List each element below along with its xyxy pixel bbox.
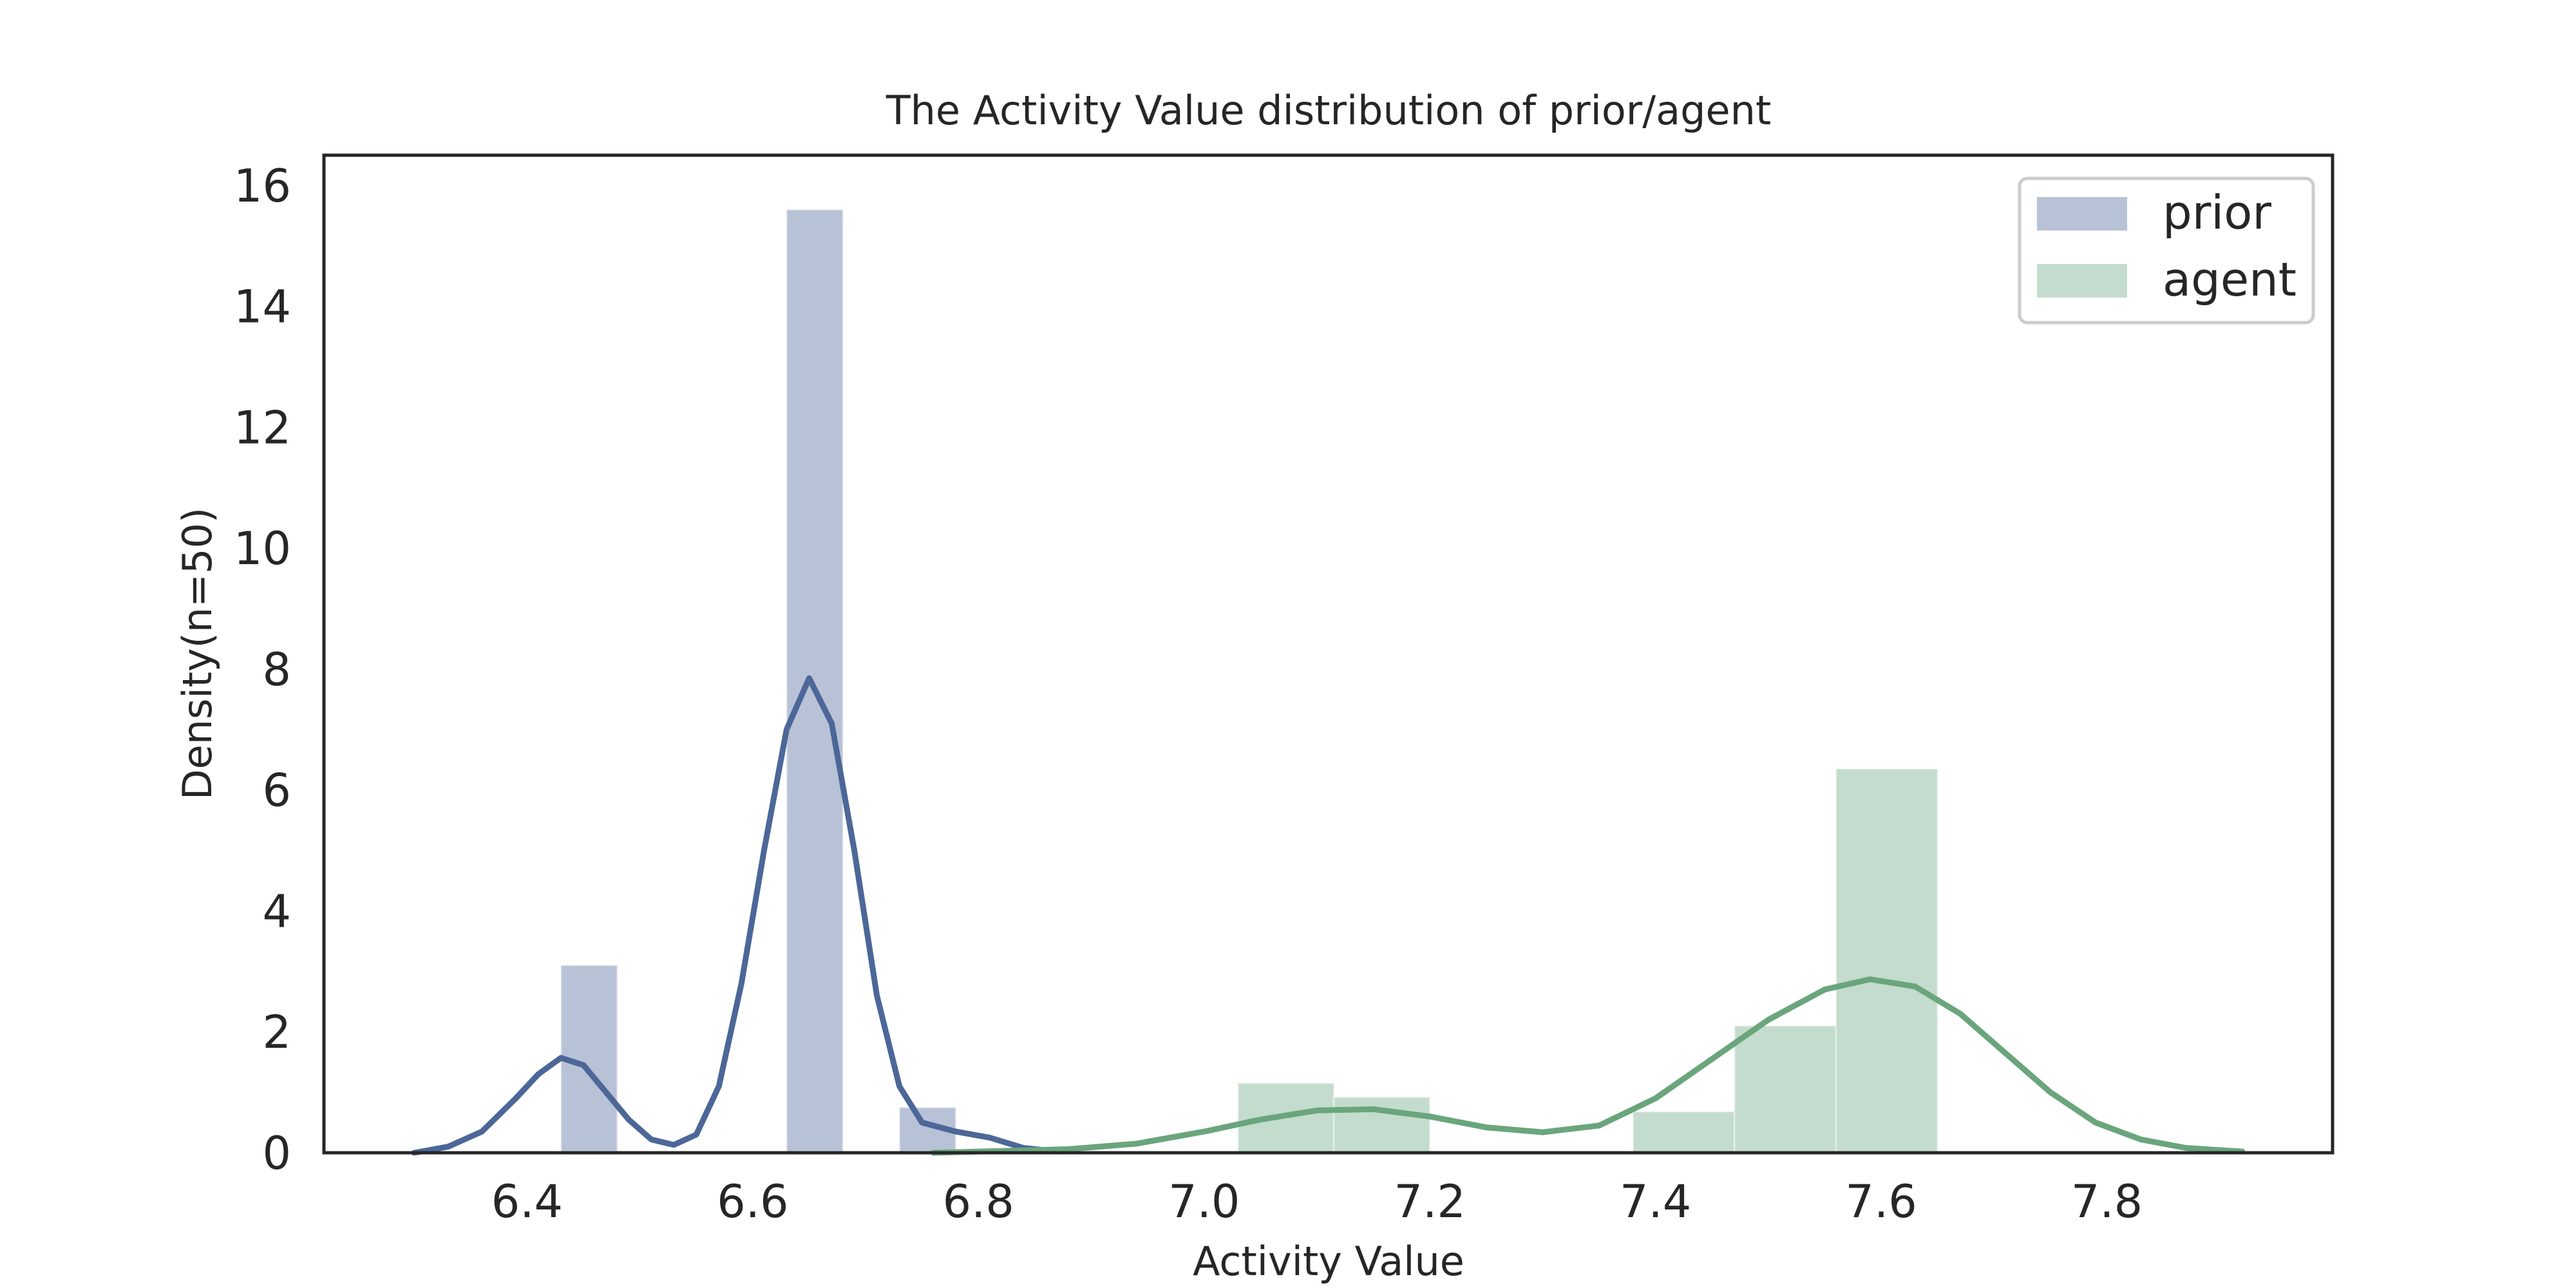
y-axis-label: Density(n=50) [174, 507, 221, 800]
agent-bar-5 [1733, 1025, 1837, 1154]
chart-title: The Activity Value distribution of prior… [886, 87, 1772, 134]
kde-curves [411, 675, 2246, 1156]
x-tick-label: 7.4 [1620, 1175, 1691, 1228]
agent-bar-4 [1632, 1110, 1736, 1154]
x-axis-label: Activity Value [1193, 1238, 1464, 1285]
y-tick-label: 6 [262, 764, 291, 817]
y-tick-label: 16 [234, 160, 291, 213]
histogram-bars [560, 208, 1939, 1154]
x-tick-label: 7.6 [1845, 1175, 1917, 1228]
plot-frame [322, 153, 2334, 1155]
legend-label-agent: agent [2163, 252, 2297, 307]
y-tick-label: 14 [234, 281, 291, 334]
legend-label-prior: prior [2163, 185, 2271, 240]
y-tick-label: 10 [234, 522, 291, 575]
x-tick-label: 7.2 [1394, 1175, 1466, 1228]
x-tick-label: 6.6 [717, 1175, 788, 1228]
x-tick-label: 7.0 [1168, 1175, 1240, 1228]
x-tick-label: 6.4 [491, 1175, 563, 1228]
prior-bar-4 [785, 208, 844, 1154]
y-tick-label: 8 [262, 643, 291, 696]
legend-swatch-prior [2037, 197, 2127, 231]
agent-kde-line [930, 976, 2246, 1156]
legend-swatch-agent [2037, 264, 2127, 298]
y-tick-label: 0 [262, 1127, 291, 1180]
legend: prior agent [2018, 176, 2315, 325]
agent-bar-6 [1835, 768, 1939, 1154]
x-tick-label: 7.8 [2071, 1175, 2143, 1228]
y-tick-label: 2 [262, 1006, 291, 1059]
agent-bar-1 [1332, 1096, 1431, 1154]
y-tick-label: 4 [262, 885, 291, 938]
prior-kde-line [411, 675, 1061, 1156]
y-tick-label: 12 [234, 401, 291, 454]
x-tick-label: 6.8 [943, 1175, 1014, 1228]
x-axis-ticks: 6.4 6.6 6.8 7.0 7.2 7.4 7.6 7.8 [491, 1175, 2143, 1228]
y-axis-ticks: 0 2 4 6 8 10 12 14 16 [234, 160, 291, 1180]
